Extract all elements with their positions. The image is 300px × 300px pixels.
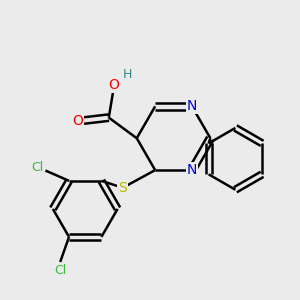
Text: N: N <box>187 99 197 113</box>
Text: Cl: Cl <box>31 160 44 173</box>
Text: Cl: Cl <box>54 264 66 277</box>
Text: O: O <box>108 78 118 92</box>
Text: H: H <box>123 68 133 81</box>
Text: N: N <box>187 163 197 177</box>
Text: S: S <box>118 181 127 195</box>
Text: O: O <box>72 114 83 128</box>
